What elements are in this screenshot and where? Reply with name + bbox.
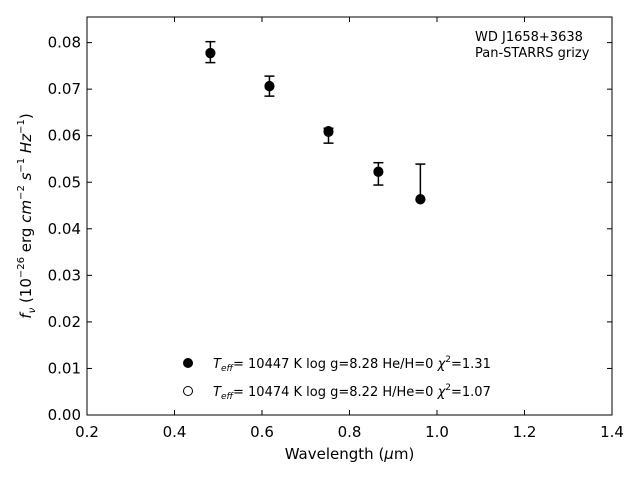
y-label-s: s [17,172,35,185]
legend-entry-label: Teff= 10447 K log g=8.28 He/H=0 χ2=1.31 [213,355,491,374]
y-label-exp4: −1 [16,119,27,134]
y-tick-label: 0.05 [48,173,81,191]
x-axis-label-unit: μ [383,445,394,463]
x-axis-label-unit-suffix: m) [394,445,414,463]
x-tick-label: 1.4 [600,423,624,441]
y-tick-label: 0.03 [48,266,81,284]
point-filled-model [415,194,426,205]
y-tick-label: 0.04 [48,220,81,238]
y-label-exp2: −2 [16,185,27,200]
legend-entry-label: Teff= 10474 K log g=8.22 H/He=0 χ2=1.07 [213,383,491,402]
plot-frame [86,16,613,416]
y-tick-label: 0.02 [48,313,81,331]
y-label-close: ) [17,113,35,119]
point-filled-model [205,47,216,58]
x-tick-label: 0.8 [338,423,362,441]
y-label-erg: erg [17,223,35,257]
y-tick-label: 0.00 [48,406,81,424]
y-label-f: f [17,311,35,319]
x-tick-label: 1.0 [425,423,449,441]
x-axis-label: Wavelength (μm) [285,445,415,463]
y-label-cm: cm [17,200,35,223]
y-tick-label: 0.01 [48,359,81,377]
x-tick-label: 1.2 [513,423,537,441]
x-tick-label: 0.6 [250,423,274,441]
x-tick-label: 0.4 [163,423,187,441]
x-axis-label-text: Wavelength ( [285,445,385,463]
y-tick-label: 0.06 [48,127,81,145]
y-label-exp3: −1 [16,158,27,173]
point-filled-model [323,126,334,137]
annotation-object-name: WD J1658+3638 [475,30,583,45]
y-label-nu: ν [27,307,38,313]
y-axis-label: fν (10−26 erg cm−2 s−1 Hz−1) [16,113,38,318]
legend-marker-open [183,386,193,396]
x-tick-label: 0.2 [75,423,99,441]
legend: Teff= 10447 K log g=8.28 He/H=0 χ2=1.31 T… [183,355,491,402]
y-label-hz: Hz [17,133,35,158]
y-label-paren: (10 [17,278,35,308]
legend-marker-filled [183,358,193,368]
point-filled-model [373,166,384,177]
y-label-exp1: −26 [16,257,27,278]
point-filled-model [264,80,275,91]
annotation-survey-name: Pan-STARRS grizy [475,46,590,61]
plot-area: 0.2 0.4 0.6 0.8 1.0 1.2 1.4 0.00 0.01 0.02 0.03 0.0… [48,16,624,441]
y-tick-label: 0.07 [48,80,81,98]
y-tick-label: 0.08 [48,34,81,52]
